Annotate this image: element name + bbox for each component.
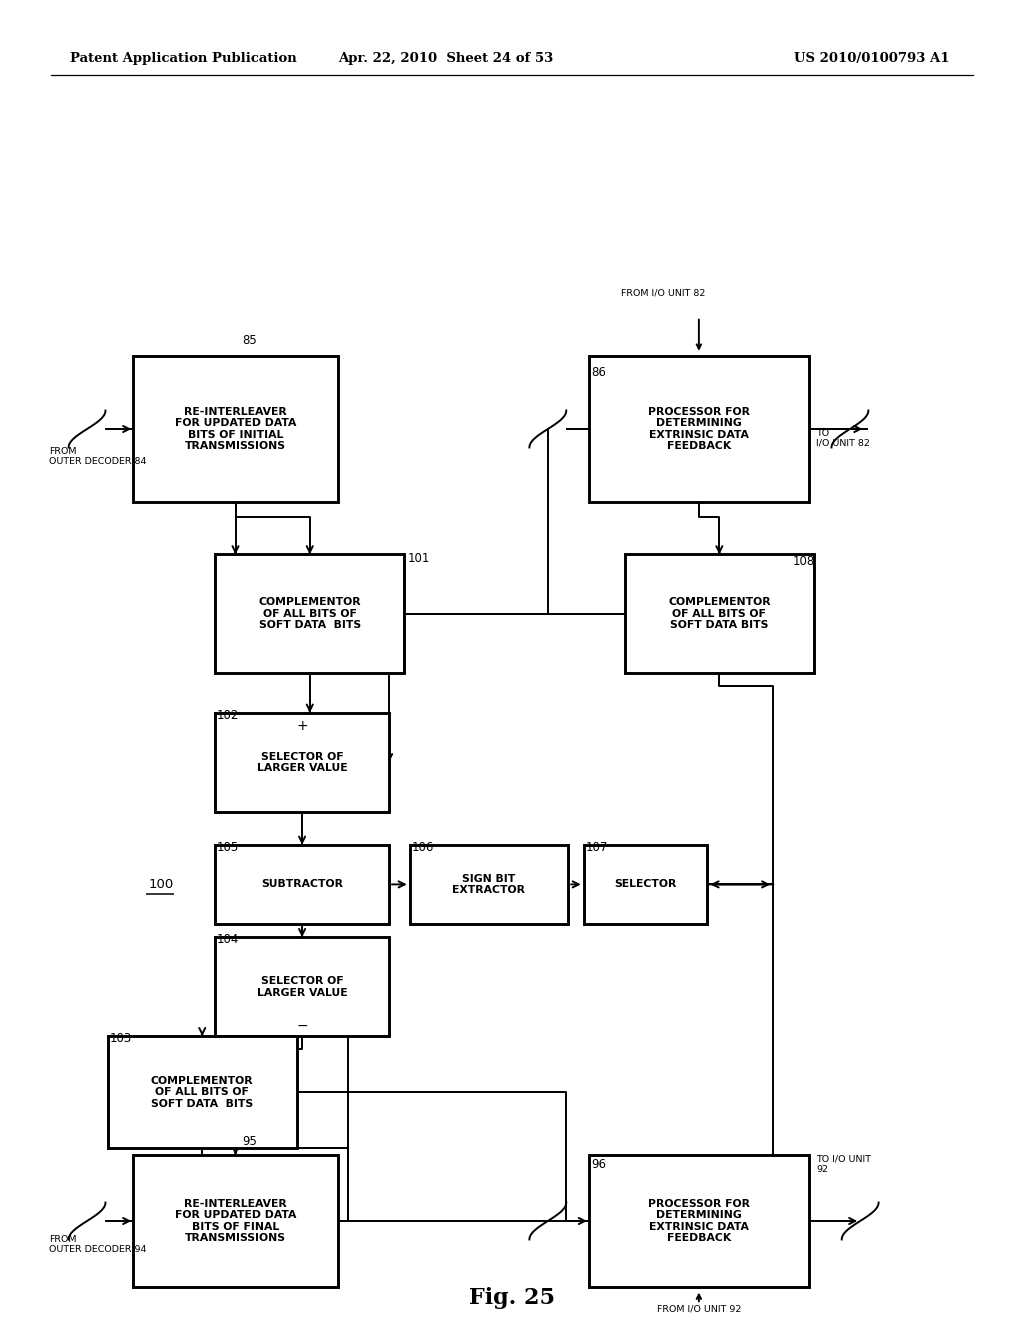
Text: US 2010/0100793 A1: US 2010/0100793 A1: [794, 51, 949, 65]
Text: 105: 105: [217, 841, 240, 854]
Text: +: +: [296, 719, 308, 733]
Text: 101: 101: [408, 552, 430, 565]
Text: RE-INTERLEAVER
FOR UPDATED DATA
BITS OF FINAL
TRANSMISSIONS: RE-INTERLEAVER FOR UPDATED DATA BITS OF …: [175, 1199, 296, 1243]
Text: SELECTOR OF
LARGER VALUE: SELECTOR OF LARGER VALUE: [257, 751, 347, 774]
Text: 103: 103: [110, 1032, 132, 1045]
Text: RE-INTERLEAVER
FOR UPDATED DATA
BITS OF INITIAL
TRANSMISSIONS: RE-INTERLEAVER FOR UPDATED DATA BITS OF …: [175, 407, 296, 451]
Text: Fig. 25: Fig. 25: [469, 1287, 555, 1309]
Text: 95: 95: [243, 1135, 258, 1148]
Text: FROM I/O UNIT 82: FROM I/O UNIT 82: [622, 288, 706, 297]
Text: SIGN BIT
EXTRACTOR: SIGN BIT EXTRACTOR: [453, 874, 525, 895]
Text: 86: 86: [591, 366, 606, 379]
Text: FROM I/O UNIT 92: FROM I/O UNIT 92: [657, 1304, 741, 1313]
Text: PROCESSOR FOR
DETERMINING
EXTRINSIC DATA
FEEDBACK: PROCESSOR FOR DETERMINING EXTRINSIC DATA…: [648, 407, 750, 451]
Text: 85: 85: [243, 334, 257, 347]
Text: COMPLEMENTOR
OF ALL BITS OF
SOFT DATA  BITS: COMPLEMENTOR OF ALL BITS OF SOFT DATA BI…: [258, 597, 361, 631]
Text: PROCESSOR FOR
DETERMINING
EXTRINSIC DATA
FEEDBACK: PROCESSOR FOR DETERMINING EXTRINSIC DATA…: [648, 1199, 750, 1243]
Text: 96: 96: [591, 1158, 606, 1171]
FancyBboxPatch shape: [133, 1155, 338, 1287]
Text: SUBTRACTOR: SUBTRACTOR: [261, 879, 343, 890]
Text: SELECTOR: SELECTOR: [614, 879, 676, 890]
FancyBboxPatch shape: [589, 1155, 809, 1287]
Text: FROM
OUTER DECODER 94: FROM OUTER DECODER 94: [49, 1236, 146, 1254]
FancyBboxPatch shape: [589, 356, 809, 502]
Text: 106: 106: [412, 841, 434, 854]
FancyBboxPatch shape: [215, 713, 389, 812]
FancyBboxPatch shape: [133, 356, 338, 502]
Text: FROM
OUTER DECODER 84: FROM OUTER DECODER 84: [49, 447, 146, 466]
FancyBboxPatch shape: [215, 937, 389, 1036]
Text: 100: 100: [148, 878, 174, 891]
Text: TO I/O UNIT
92: TO I/O UNIT 92: [816, 1155, 871, 1173]
Text: 104: 104: [217, 933, 240, 946]
Text: COMPLEMENTOR
OF ALL BITS OF
SOFT DATA BITS: COMPLEMENTOR OF ALL BITS OF SOFT DATA BI…: [668, 597, 771, 631]
FancyBboxPatch shape: [215, 554, 404, 673]
Text: 102: 102: [217, 709, 240, 722]
Text: Patent Application Publication: Patent Application Publication: [70, 51, 296, 65]
FancyBboxPatch shape: [625, 554, 814, 673]
FancyBboxPatch shape: [108, 1036, 297, 1148]
Text: TO
I/O UNIT 82: TO I/O UNIT 82: [816, 429, 870, 447]
Text: 107: 107: [586, 841, 608, 854]
Text: Apr. 22, 2010  Sheet 24 of 53: Apr. 22, 2010 Sheet 24 of 53: [338, 51, 553, 65]
Text: SELECTOR OF
LARGER VALUE: SELECTOR OF LARGER VALUE: [257, 975, 347, 998]
Text: 108: 108: [793, 554, 815, 568]
FancyBboxPatch shape: [584, 845, 707, 924]
Text: COMPLEMENTOR
OF ALL BITS OF
SOFT DATA  BITS: COMPLEMENTOR OF ALL BITS OF SOFT DATA BI…: [151, 1076, 254, 1109]
FancyBboxPatch shape: [215, 845, 389, 924]
FancyBboxPatch shape: [410, 845, 568, 924]
Text: −: −: [296, 1019, 308, 1032]
